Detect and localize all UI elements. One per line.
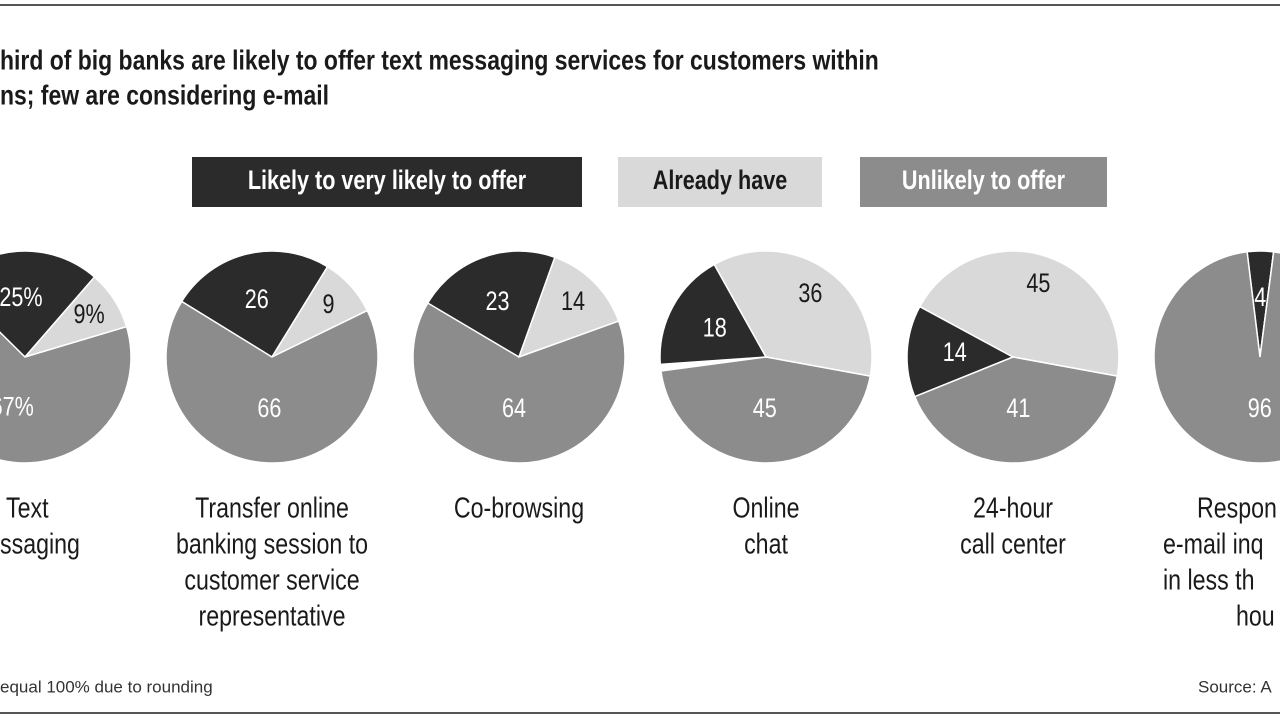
pie-slice: [423, 250, 556, 359]
value-label: 9%: [74, 300, 105, 330]
legend-swatch: [618, 157, 822, 207]
category-label: representative: [199, 599, 346, 632]
value-label: 45: [753, 394, 777, 424]
category-label: in less th: [1163, 563, 1255, 596]
value-label: 14: [561, 287, 585, 317]
pie-slice: [0, 325, 132, 464]
value-label: 66: [257, 394, 281, 424]
value-label: 96: [1248, 394, 1272, 424]
pie-slice: [412, 302, 626, 464]
category-label: Co-browsing: [454, 491, 584, 524]
category-label: customer service: [184, 563, 359, 596]
pie-slice: [165, 300, 379, 464]
category-label: e-mail inq: [1163, 527, 1264, 560]
legend-label: Already have: [653, 166, 787, 196]
value-label: 64: [502, 394, 526, 424]
value-label: 45: [1026, 269, 1050, 299]
category-label: Transfer online: [195, 491, 349, 524]
pie-slice: [918, 250, 1120, 378]
pie-slice: [177, 250, 329, 358]
pie-slice: [517, 256, 620, 359]
legend-swatch: [860, 157, 1107, 207]
chart-title: ns; few are considering e-mail: [0, 80, 329, 111]
value-label: 14: [943, 338, 967, 368]
category-label: call center: [960, 527, 1066, 560]
category-label: banking session to: [176, 527, 368, 560]
value-label: 25%: [0, 283, 43, 313]
footnote: equal 100% due to rounding: [0, 677, 213, 696]
value-label: 36: [798, 279, 822, 309]
category-label: 24-hour: [973, 491, 1053, 524]
value-label: 4: [1254, 283, 1266, 313]
category-label: Online: [732, 491, 799, 524]
legend-swatch: [192, 157, 582, 207]
value-label: 9: [323, 290, 335, 320]
category-label: ssaging: [0, 527, 80, 560]
pie-slice: [913, 356, 1119, 464]
category-label: Text: [6, 491, 49, 524]
pie-slice: [660, 356, 872, 464]
value-label: 18: [703, 313, 727, 343]
value-label: 67%: [0, 392, 34, 422]
legend-label: Unlikely to offer: [902, 166, 1066, 196]
pie-slice: [1153, 250, 1280, 464]
legend-label: Likely to very likely to offer: [248, 166, 527, 196]
chart-title: hird of big banks are likely to offer te…: [0, 45, 879, 76]
pie-slice: [906, 305, 1015, 398]
pie-slice: [0, 250, 96, 359]
category-label: Respon: [1197, 491, 1277, 524]
value-label: 26: [245, 285, 269, 315]
source: Source: A: [1198, 677, 1272, 696]
category-label: hou: [1236, 599, 1275, 632]
value-label: 23: [486, 287, 510, 317]
category-label: chat: [744, 527, 788, 560]
value-label: 41: [1006, 394, 1030, 424]
pie-slice: [713, 250, 873, 378]
pie-slice: [659, 263, 768, 366]
